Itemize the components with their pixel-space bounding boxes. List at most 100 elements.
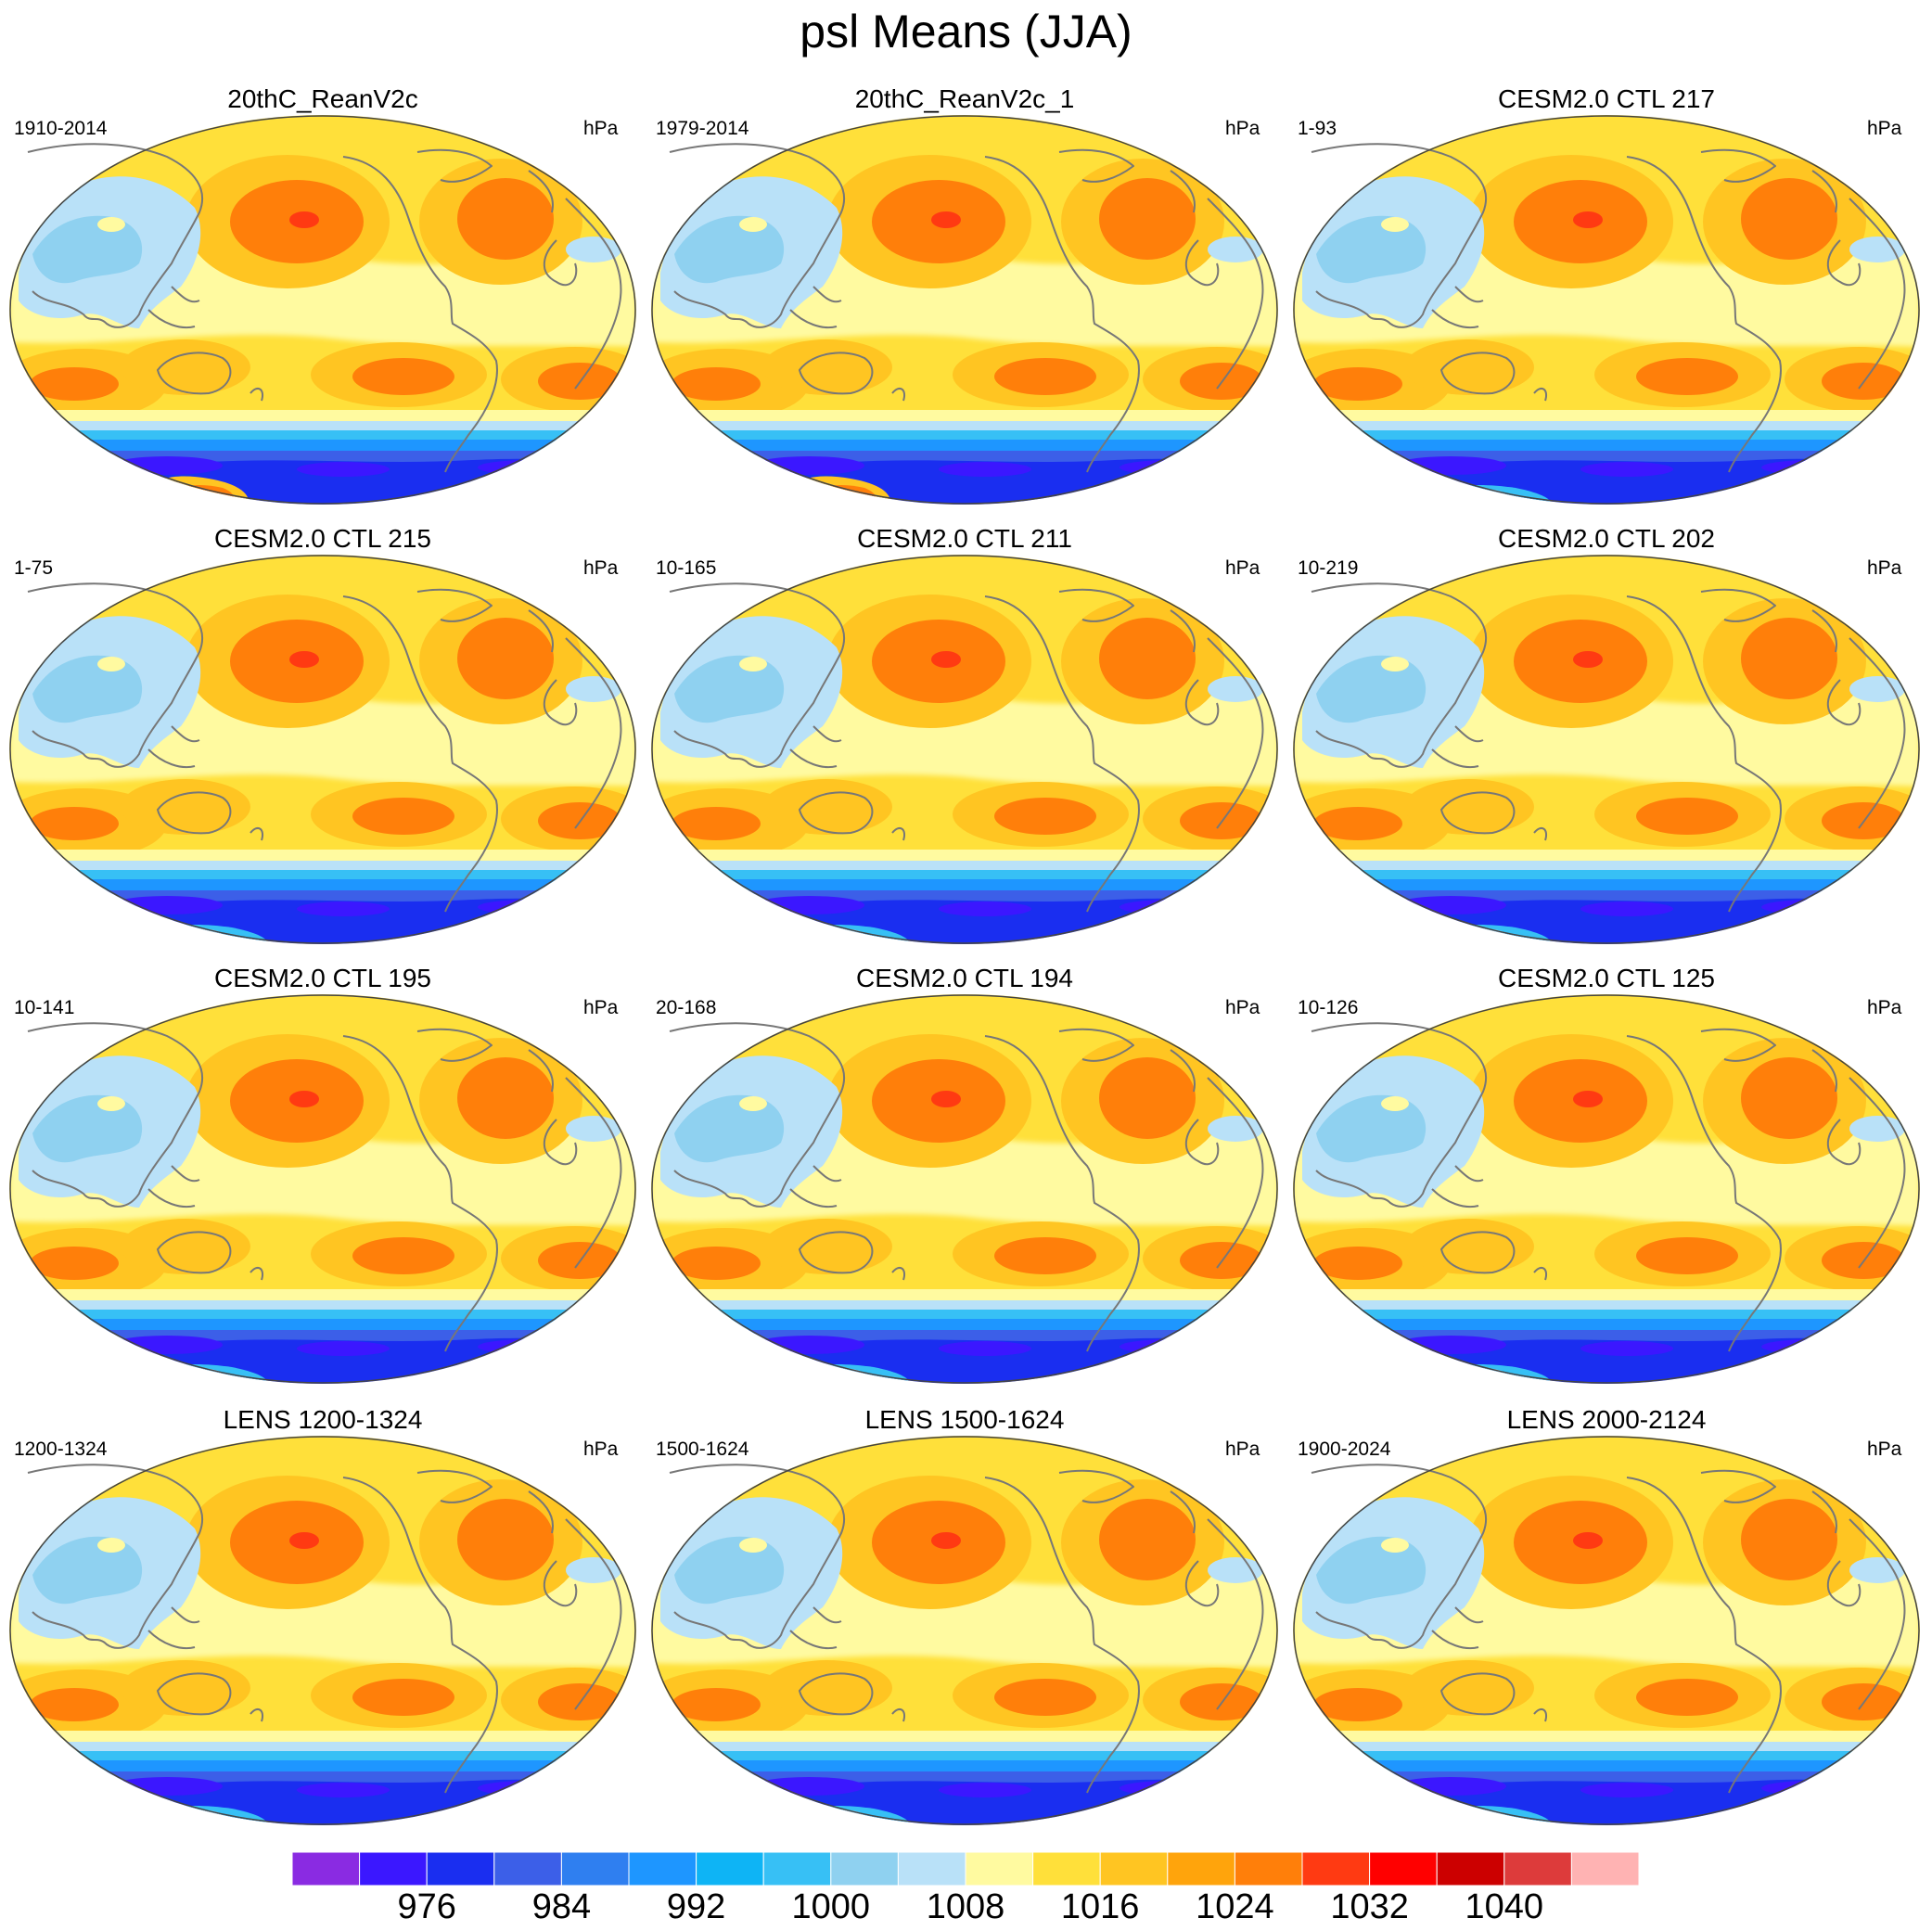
colorbar-swatch bbox=[560, 1852, 630, 1886]
coastline-segment bbox=[1058, 1028, 1134, 1062]
coastline-segment bbox=[1849, 1518, 1906, 1710]
australian-high bbox=[1404, 779, 1534, 835]
map-panel: CESM2.0 CTL 211 10-165 hPa bbox=[646, 523, 1283, 959]
coastline-segment bbox=[984, 595, 1140, 913]
colorbar-tick-label: 1000 bbox=[791, 1887, 871, 1926]
asian-low-core bbox=[674, 215, 785, 284]
coastline-segment bbox=[1207, 1518, 1264, 1710]
coastline-segment bbox=[1440, 352, 1516, 395]
tibet-plateau bbox=[97, 657, 125, 671]
coastline-segment bbox=[528, 170, 554, 213]
coastline-segment bbox=[171, 1606, 200, 1624]
coastline-segment bbox=[1826, 1119, 1862, 1166]
south-indian-high-core bbox=[30, 1688, 119, 1721]
map-panel: CESM2.0 CTL 215 1-75 hPa bbox=[5, 523, 641, 959]
north-african-low bbox=[1849, 1557, 1905, 1583]
coastline-segment bbox=[1431, 1630, 1479, 1649]
coastlines bbox=[27, 143, 622, 473]
psl-map bbox=[651, 555, 1278, 944]
panel-title: CESM2.0 CTL 215 bbox=[214, 524, 431, 553]
coastlines bbox=[27, 1464, 622, 1794]
coastlines bbox=[1311, 1022, 1906, 1352]
coastline-segment bbox=[1311, 1022, 1488, 1208]
psl-map bbox=[651, 994, 1278, 1384]
north-african-low bbox=[1849, 237, 1905, 262]
australian-high bbox=[762, 1219, 892, 1274]
coastline-segment bbox=[812, 1165, 842, 1183]
australian-high bbox=[762, 339, 892, 395]
north-african-low bbox=[1208, 237, 1263, 262]
coastline-segment bbox=[1058, 1469, 1134, 1503]
psl-field bbox=[9, 555, 636, 944]
panel-title: CESM2.0 CTL 202 bbox=[1498, 524, 1715, 553]
pacific-high-peak bbox=[1573, 1532, 1603, 1549]
coastline-segment bbox=[1700, 1028, 1776, 1062]
colorbar-swatch bbox=[1099, 1852, 1169, 1886]
panel-units: hPa bbox=[1867, 1439, 1902, 1460]
coastline-segment bbox=[1454, 1606, 1484, 1624]
coastline-segment bbox=[1431, 309, 1479, 328]
atlantic-high-inner bbox=[457, 178, 554, 260]
colorbar-tick-label: 1032 bbox=[1330, 1887, 1409, 1926]
south-indian-high-core bbox=[30, 807, 119, 840]
coastline-segment bbox=[789, 1188, 838, 1208]
coastlines bbox=[27, 582, 622, 913]
colorbar-swatch bbox=[1570, 1852, 1639, 1886]
coastline-segment bbox=[669, 143, 846, 328]
southern-low-core-1 bbox=[111, 456, 223, 475]
psl-field bbox=[9, 115, 636, 505]
coastline-segment bbox=[1431, 1188, 1479, 1208]
coastline-segment bbox=[27, 582, 204, 768]
coastline-segment bbox=[342, 1477, 498, 1794]
coastlines bbox=[669, 1464, 1264, 1794]
coastline-segment bbox=[1207, 1077, 1264, 1269]
southern-low-core-1 bbox=[1395, 896, 1506, 914]
psl-map bbox=[9, 994, 636, 1384]
panel-years: 10-165 bbox=[656, 557, 717, 579]
map-outline bbox=[1293, 1436, 1920, 1825]
map-outline bbox=[1293, 115, 1920, 505]
south-pacific-high-core bbox=[1636, 358, 1738, 395]
asian-low-core bbox=[1316, 1536, 1427, 1605]
map-panel: LENS 1200-1324 1200-1324 hPa bbox=[5, 1404, 641, 1840]
coastline-segment bbox=[543, 1119, 578, 1166]
southern-low-core-2 bbox=[1580, 462, 1673, 477]
south-indian-high-core bbox=[672, 807, 761, 840]
coastline-segment bbox=[27, 143, 204, 328]
south-indian-high-core bbox=[30, 367, 119, 401]
pacific-high-peak bbox=[289, 1091, 319, 1107]
map-outline bbox=[9, 115, 636, 505]
panel-units: hPa bbox=[1225, 997, 1260, 1018]
coastline-segment bbox=[1207, 198, 1264, 390]
atlantic-high-inner bbox=[1099, 618, 1196, 699]
atlantic-high-inner bbox=[1741, 1057, 1837, 1139]
psl-field bbox=[1293, 994, 1920, 1384]
coastline-segment bbox=[1311, 1464, 1488, 1649]
map-outline bbox=[9, 994, 636, 1384]
north-african-low bbox=[566, 237, 621, 262]
australian-high bbox=[1404, 339, 1534, 395]
map-panel: CESM2.0 CTL 217 1-93 hPa bbox=[1288, 83, 1925, 519]
pacific-high-peak bbox=[931, 1091, 961, 1107]
south-pacific-high-core bbox=[1636, 1679, 1738, 1716]
atlantic-high-inner bbox=[1099, 178, 1196, 260]
coastline-segment bbox=[799, 1231, 874, 1274]
psl-field bbox=[651, 994, 1278, 1384]
southern-low-core-1 bbox=[1395, 1777, 1506, 1796]
map-outline bbox=[1293, 994, 1920, 1384]
panel-years: 1900-2024 bbox=[1298, 1439, 1391, 1460]
colorbar-swatch bbox=[965, 1852, 1034, 1886]
psl-map bbox=[651, 1436, 1278, 1825]
coastline-segment bbox=[171, 286, 200, 303]
colorbar-swatch bbox=[292, 1852, 361, 1886]
map-panel: CESM2.0 CTL 202 10-219 hPa bbox=[1288, 523, 1925, 959]
coastlines bbox=[27, 1022, 622, 1352]
coastline-segment bbox=[565, 1518, 622, 1710]
coastline-segment bbox=[1533, 387, 1547, 402]
southern-low-core-2 bbox=[297, 1341, 390, 1356]
map-panel: 20thC_ReanV2c 1910-2014 hPa bbox=[5, 83, 641, 519]
south-pacific-high-core bbox=[352, 358, 454, 395]
panel-title: 20thC_ReanV2c bbox=[227, 84, 418, 113]
panel-units: hPa bbox=[1225, 118, 1260, 139]
coastline-segment bbox=[984, 1035, 1140, 1352]
